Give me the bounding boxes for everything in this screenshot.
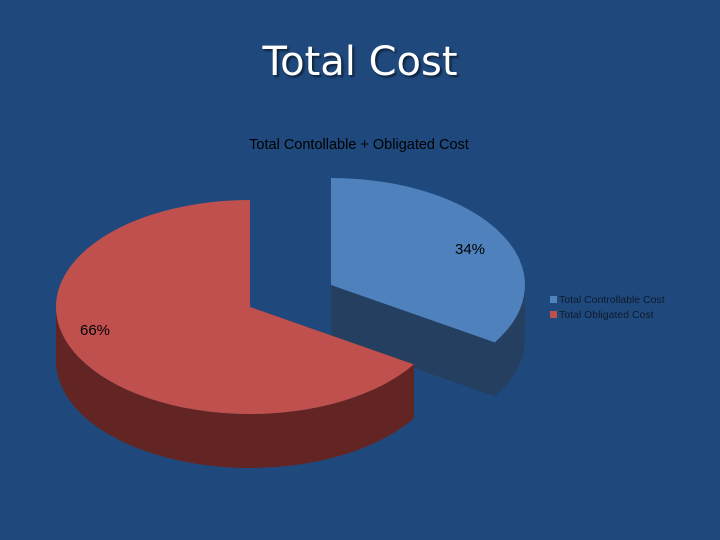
- legend-swatch-controllable: [550, 296, 557, 303]
- data-label-controllable: 34%: [455, 241, 486, 258]
- slice-1-outer-wall-0: [56, 307, 414, 468]
- slice-0-top: [331, 178, 525, 343]
- slide-title: Total Cost: [262, 39, 458, 85]
- chart-title: Total Contollable + Obligated Cost: [249, 137, 469, 153]
- slice-1-top: [55, 200, 414, 414]
- legend-item-controllable: Total Controllable Cost: [550, 292, 665, 307]
- legend-swatch-obligated: [550, 311, 557, 318]
- slice-0-inner-wall-1: [331, 285, 495, 397]
- legend: Total Controllable Cost Total Obligated …: [550, 292, 665, 322]
- legend-label-obligated: Total Obligated Cost: [559, 308, 654, 321]
- legend-label-controllable: Total Controllable Cost: [559, 293, 665, 306]
- data-label-obligated: 66%: [80, 322, 111, 339]
- slice-0-outer-wall-0: [494, 285, 525, 397]
- legend-item-obligated: Total Obligated Cost: [550, 307, 665, 322]
